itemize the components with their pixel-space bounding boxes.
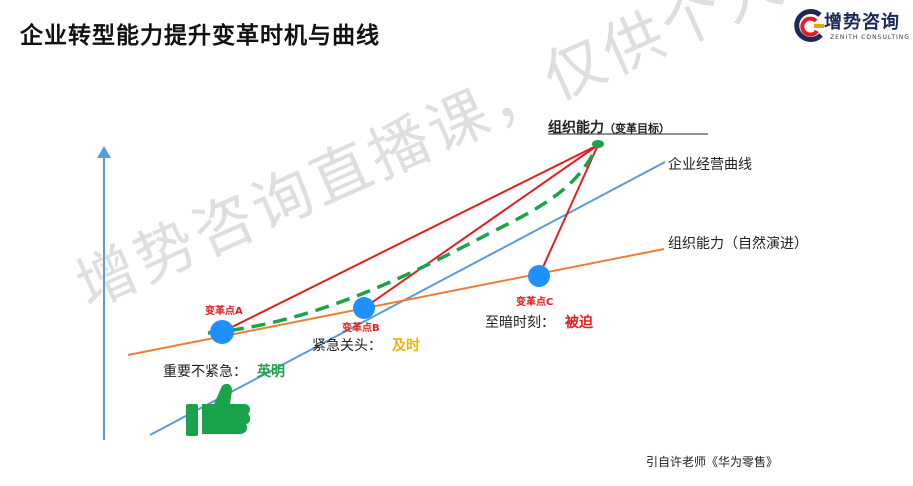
change-point-b — [353, 297, 375, 319]
business-curve-line — [149, 161, 666, 436]
change-point-a — [210, 320, 234, 344]
state-a: 重要不紧急： 英明 — [163, 361, 285, 381]
source-citation: 引自许老师《华为零售》 — [646, 455, 779, 469]
target-curve — [207, 144, 600, 335]
state-b: 紧急关头： 及时 — [312, 335, 420, 355]
logo-mark-icon — [794, 9, 824, 42]
arrow-c-line — [538, 144, 599, 277]
page-title: 企业转型能力提升变革时机与曲线 — [20, 23, 380, 49]
business-curve-label: 企业经营曲线 — [668, 157, 752, 173]
natural-org-label: 组织能力（自然演进） — [668, 236, 808, 252]
state-c-label: 至暗时刻： — [485, 315, 555, 331]
state-c: 至暗时刻： 被迫 — [485, 312, 593, 332]
change-point-b-label: 变革点B — [342, 323, 380, 334]
thumbs-up-icon — [186, 383, 251, 436]
logo-subtitle: ZENITH CONSULTING — [830, 34, 910, 41]
change-point-c — [528, 265, 550, 287]
change-point-a-label: 变革点A — [205, 306, 243, 317]
logo-name: 增势咨询 — [824, 12, 900, 33]
state-b-label: 紧急关头： — [312, 338, 382, 354]
logo: 增势咨询 ZENITH CONSULTING — [790, 6, 910, 46]
arrow-a-line — [221, 144, 599, 333]
target-org-label: 组织能力（变革目标） — [548, 117, 670, 137]
state-c-value: 被迫 — [565, 315, 593, 331]
arrow-b-line — [363, 144, 599, 309]
state-a-value: 英明 — [257, 364, 285, 380]
y-axis-arrow-icon — [97, 146, 111, 158]
target-org-label-main: 组织能力 — [548, 120, 604, 136]
state-a-label: 重要不紧急： — [163, 364, 247, 380]
change-point-c-label: 变革点C — [516, 297, 554, 308]
state-b-value: 及时 — [392, 338, 420, 354]
target-point — [592, 140, 604, 148]
target-org-label-sub: （变革目标） — [604, 122, 670, 135]
